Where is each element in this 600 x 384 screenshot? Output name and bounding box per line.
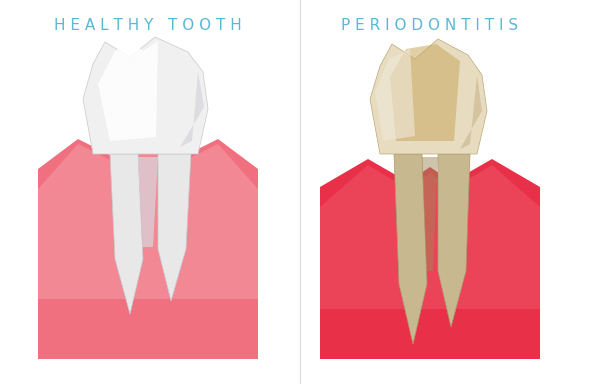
Polygon shape [38,144,258,299]
Polygon shape [370,39,487,154]
Polygon shape [110,154,143,314]
Polygon shape [98,41,158,141]
Polygon shape [438,154,470,327]
Polygon shape [422,157,438,271]
Text: H E A L T H Y   T O O T H: H E A L T H Y T O O T H [54,18,242,33]
Polygon shape [375,49,415,141]
Polygon shape [390,44,460,141]
Polygon shape [320,165,540,309]
Polygon shape [138,157,158,247]
Polygon shape [180,72,204,147]
Polygon shape [320,159,540,359]
Text: P E R I O D O N T I T I S: P E R I O D O N T I T I S [341,18,518,33]
Polygon shape [158,154,191,301]
Polygon shape [394,154,427,344]
Polygon shape [38,139,258,359]
Polygon shape [460,75,482,149]
Polygon shape [83,37,208,154]
